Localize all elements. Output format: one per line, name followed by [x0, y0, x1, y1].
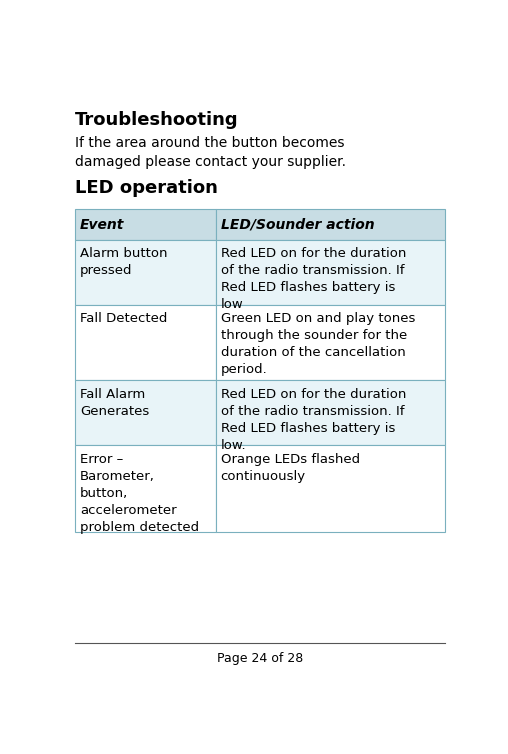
Text: Red LED on for the duration
of the radio transmission. If
Red LED flashes batter: Red LED on for the duration of the radio…: [220, 247, 406, 311]
Bar: [216, 305, 446, 380]
Text: Page 24 of 28: Page 24 of 28: [217, 652, 303, 666]
Text: Event: Event: [80, 218, 124, 231]
Text: Troubleshooting: Troubleshooting: [75, 111, 239, 129]
Bar: [75, 240, 216, 305]
Text: Fall Alarm
Generates: Fall Alarm Generates: [80, 388, 149, 418]
Bar: [216, 240, 446, 305]
Text: LED operation: LED operation: [75, 179, 218, 197]
Text: Error –
Barometer,
button,
accelerometer
problem detected: Error – Barometer, button, accelerometer…: [80, 452, 199, 534]
Bar: [75, 305, 216, 380]
Text: LED/Sounder action: LED/Sounder action: [220, 218, 374, 231]
Text: Green LED on and play tones
through the sounder for the
duration of the cancella: Green LED on and play tones through the …: [220, 312, 415, 376]
Bar: [75, 445, 216, 532]
Bar: [75, 380, 216, 445]
Bar: [75, 210, 216, 240]
Text: Orange LEDs flashed
continuously: Orange LEDs flashed continuously: [220, 452, 360, 483]
Text: Red LED on for the duration
of the radio transmission. If
Red LED flashes batter: Red LED on for the duration of the radio…: [220, 388, 406, 452]
Text: If the area around the button becomes
damaged please contact your supplier.: If the area around the button becomes da…: [75, 136, 346, 169]
Text: Alarm button
pressed: Alarm button pressed: [80, 247, 168, 277]
Text: Fall Detected: Fall Detected: [80, 312, 168, 325]
Bar: [216, 445, 446, 532]
Bar: [216, 380, 446, 445]
Bar: [216, 210, 446, 240]
